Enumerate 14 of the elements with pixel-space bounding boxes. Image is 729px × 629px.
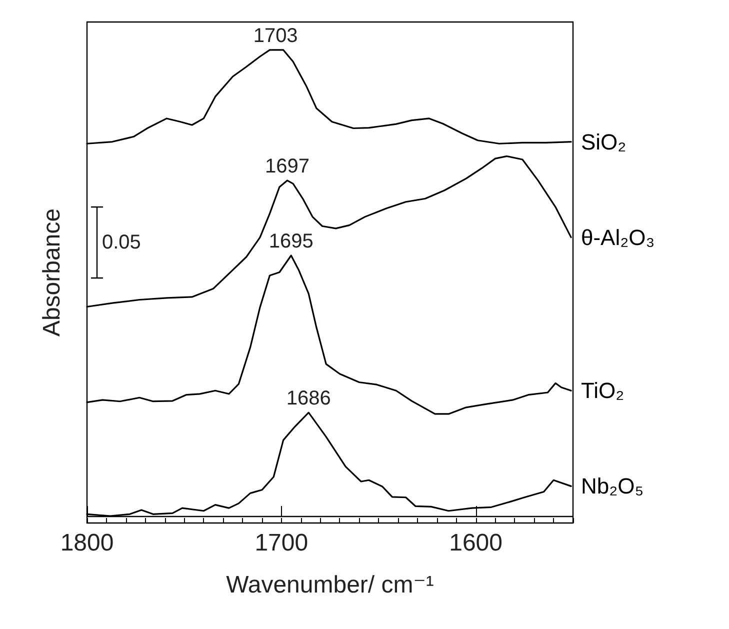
series-label: Nb₂O₅ bbox=[581, 474, 644, 499]
x-axis-title: Wavenumber/ cm⁻¹ bbox=[226, 572, 434, 598]
annotation: 1703 bbox=[253, 24, 298, 47]
series-label: SiO₂ bbox=[581, 129, 626, 154]
annotation: 1686 bbox=[286, 388, 331, 410]
y-axis-title: Absorbance bbox=[38, 208, 66, 337]
annotation: 1697 bbox=[264, 155, 310, 178]
annotation: 1695 bbox=[268, 230, 314, 252]
series-label: TiO₂ bbox=[581, 378, 624, 404]
series-label: θ-Al₂O₃ bbox=[581, 224, 655, 250]
x-tick-label: 1700 bbox=[254, 530, 308, 556]
annotation: 0.05 bbox=[102, 232, 141, 254]
x-tick-label: 1800 bbox=[60, 530, 114, 556]
x-tick-label: 1600 bbox=[449, 530, 502, 556]
